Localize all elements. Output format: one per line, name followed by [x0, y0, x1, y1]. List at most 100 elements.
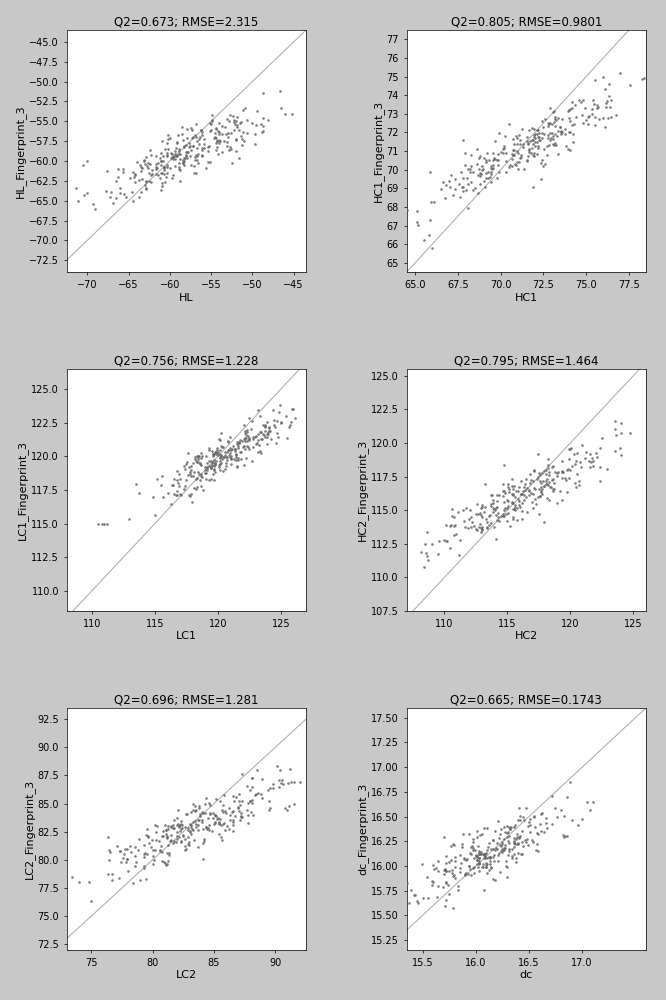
Point: [536, 113, 547, 129]
Point: [491, 507, 501, 523]
Point: [192, 448, 203, 464]
Point: [202, 139, 213, 155]
Point: [603, 76, 614, 92]
Point: [184, 487, 194, 503]
Point: [485, 169, 496, 185]
Point: [83, 874, 94, 890]
Point: [175, 162, 186, 178]
Point: [260, 423, 270, 439]
Point: [132, 154, 143, 170]
Point: [513, 830, 524, 846]
Point: [225, 450, 236, 466]
Point: [199, 140, 210, 156]
Point: [472, 848, 482, 864]
Point: [527, 834, 538, 850]
Point: [515, 828, 525, 844]
Point: [482, 164, 493, 180]
Point: [249, 126, 260, 142]
Point: [589, 72, 600, 88]
Point: [178, 150, 189, 166]
Point: [518, 809, 529, 825]
Point: [161, 169, 171, 185]
Point: [563, 124, 574, 140]
Point: [498, 483, 509, 499]
Point: [258, 426, 268, 442]
Point: [174, 818, 184, 834]
Point: [268, 417, 279, 433]
Point: [440, 863, 451, 879]
Point: [571, 479, 581, 495]
Point: [557, 464, 567, 480]
Point: [176, 119, 187, 135]
Point: [484, 835, 495, 851]
Point: [211, 120, 222, 136]
Point: [366, 213, 377, 229]
Point: [466, 147, 476, 163]
Point: [254, 424, 265, 440]
Point: [507, 494, 517, 510]
Point: [444, 854, 454, 870]
Point: [537, 805, 547, 821]
Point: [187, 122, 198, 138]
Point: [441, 875, 452, 891]
Y-axis label: dc_Fingerprint_3: dc_Fingerprint_3: [358, 783, 368, 875]
Point: [262, 424, 273, 440]
Point: [458, 170, 468, 186]
Point: [186, 817, 196, 833]
Point: [184, 816, 195, 832]
Point: [509, 833, 519, 849]
Point: [555, 119, 565, 135]
Title: Q2=0.805; RMSE=0.9801: Q2=0.805; RMSE=0.9801: [451, 16, 602, 29]
Point: [551, 137, 561, 153]
Point: [214, 432, 225, 448]
Point: [184, 139, 194, 155]
Point: [155, 477, 166, 493]
Point: [222, 129, 233, 145]
Point: [212, 811, 222, 827]
Point: [165, 130, 175, 146]
Point: [163, 853, 173, 869]
Point: [198, 805, 208, 821]
Point: [551, 465, 562, 481]
Point: [523, 837, 533, 853]
Point: [192, 140, 202, 156]
Point: [262, 436, 272, 452]
Point: [215, 462, 226, 478]
Point: [465, 845, 476, 861]
Point: [105, 844, 116, 860]
Point: [236, 766, 247, 782]
Point: [189, 149, 200, 165]
Point: [223, 442, 234, 458]
Point: [281, 408, 292, 424]
Point: [503, 819, 514, 835]
Point: [188, 832, 199, 848]
Point: [209, 457, 220, 473]
Point: [501, 500, 512, 516]
Point: [504, 159, 515, 175]
Point: [538, 478, 549, 494]
Point: [209, 464, 220, 480]
Point: [474, 843, 485, 859]
Point: [195, 450, 206, 466]
Point: [565, 441, 575, 457]
Point: [479, 882, 490, 898]
Point: [539, 824, 549, 840]
Point: [482, 850, 492, 866]
Point: [488, 157, 499, 173]
Point: [461, 500, 472, 516]
Point: [438, 866, 449, 882]
Point: [561, 138, 571, 154]
Point: [228, 114, 239, 130]
Point: [604, 99, 615, 115]
Point: [205, 471, 216, 487]
Point: [159, 174, 170, 190]
Point: [282, 775, 293, 791]
Point: [212, 442, 222, 458]
Point: [585, 802, 595, 818]
Point: [525, 145, 536, 161]
Point: [243, 410, 254, 426]
Point: [519, 487, 529, 503]
Point: [187, 138, 198, 154]
Point: [262, 426, 273, 442]
Point: [156, 157, 166, 173]
